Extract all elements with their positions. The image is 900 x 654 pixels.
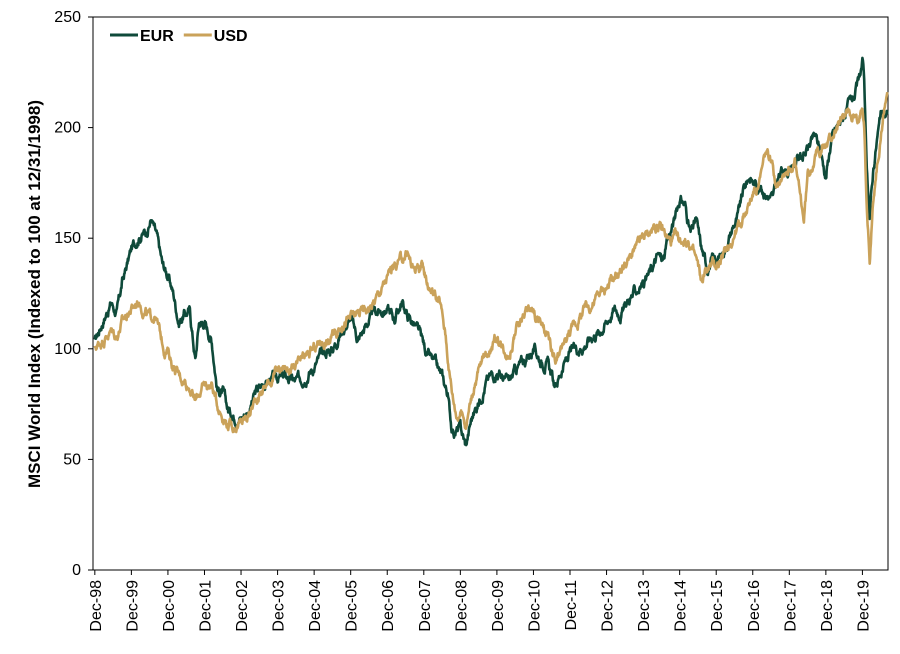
x-tick-label: Dec-15 — [709, 580, 726, 632]
y-tick-label: 250 — [54, 9, 81, 26]
x-tick-label: Dec-08 — [453, 580, 470, 632]
series-line-eur — [93, 56, 889, 447]
x-tick-label: Dec-99 — [124, 580, 141, 632]
y-tick-label: 0 — [72, 562, 81, 579]
legend: EUR USD — [110, 28, 248, 45]
x-tick-label: Dec-05 — [344, 580, 361, 632]
x-tick-label: Dec-11 — [563, 580, 580, 630]
x-axis: Dec-98 Dec-99 Dec-00 Dec-01 Dec-02 Dec-03 Dec-… — [88, 570, 872, 632]
series-lines — [93, 56, 889, 447]
x-tick-label: Dec-04 — [307, 580, 324, 632]
y-tick-label: 200 — [54, 120, 81, 137]
x-tick-label: Dec-06 — [380, 580, 397, 632]
x-tick-label: Dec-18 — [819, 580, 836, 632]
x-tick-label: Dec-16 — [746, 580, 763, 632]
x-tick-label: Dec-00 — [161, 580, 178, 632]
y-axis-label: MSCI World Index (Indexed to 100 at 12/3… — [25, 100, 44, 488]
y-tick-label: 100 — [54, 341, 81, 358]
legend-label-usd: USD — [214, 28, 248, 45]
x-tick-label: Dec-98 — [88, 580, 105, 632]
x-tick-label: Dec-01 — [197, 580, 214, 632]
x-tick-label: Dec-14 — [673, 580, 690, 632]
legend-label-eur: EUR — [140, 28, 174, 45]
y-axis: 0 50 100 150 200 250 — [54, 9, 93, 579]
x-tick-label: Dec-13 — [636, 580, 653, 632]
x-tick-label: Dec-10 — [526, 580, 543, 632]
x-tick-label: Dec-12 — [600, 580, 617, 632]
x-tick-label: Dec-02 — [234, 580, 251, 632]
x-tick-label: Dec-17 — [782, 580, 799, 632]
series-line-usd — [93, 92, 889, 434]
plot-area-border — [92, 16, 889, 571]
x-tick-label: Dec-19 — [855, 580, 872, 632]
x-tick-label: Dec-03 — [271, 580, 288, 632]
y-tick-label: 150 — [54, 230, 81, 247]
y-tick-label: 50 — [63, 451, 81, 468]
x-tick-label: Dec-09 — [490, 580, 507, 632]
x-tick-label: Dec-07 — [417, 580, 434, 632]
